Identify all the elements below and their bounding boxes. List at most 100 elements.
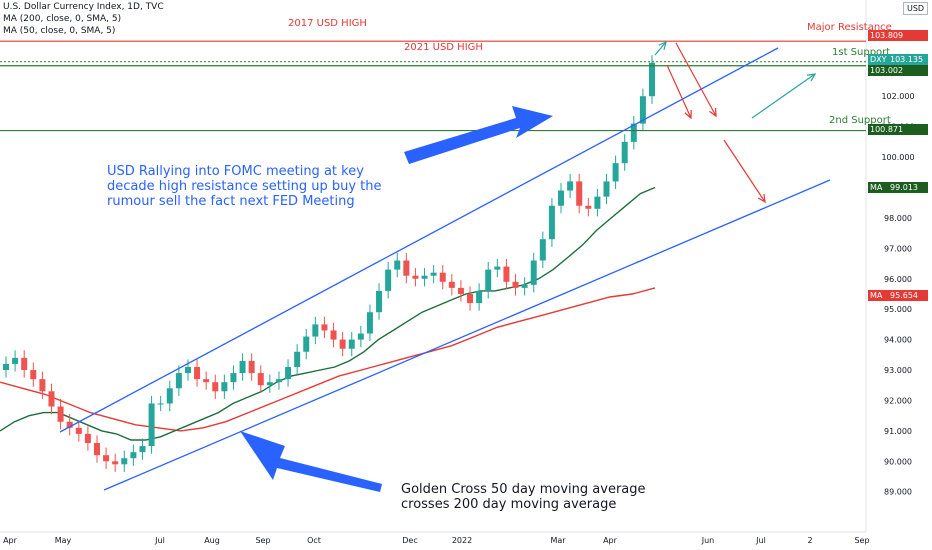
candle-body — [39, 379, 46, 392]
time-tick-label: Sep — [255, 536, 270, 545]
candle-body — [257, 373, 264, 386]
candle-body — [594, 196, 601, 209]
time-tick-label: Apr — [3, 536, 18, 545]
candle — [339, 331, 346, 357]
candle — [403, 252, 410, 284]
candle-body — [84, 433, 91, 444]
candle — [330, 322, 337, 348]
candle — [366, 304, 373, 342]
candle — [585, 198, 592, 217]
candle — [103, 447, 110, 469]
usd-high-2021-label: 2021 USD HIGH — [404, 42, 483, 53]
candle — [57, 398, 64, 430]
pullback-arrow-2-head — [709, 107, 717, 118]
candle — [439, 265, 446, 290]
candle-body — [275, 379, 282, 383]
candle — [221, 374, 228, 399]
candlestick-series — [3, 55, 655, 472]
candle-body — [66, 421, 73, 428]
candle-body — [294, 351, 301, 367]
candle-body — [93, 443, 100, 456]
candle-body — [121, 458, 128, 465]
candle — [3, 356, 9, 378]
candle-body — [348, 339, 355, 349]
candle-body — [21, 357, 28, 371]
price-tick-label: 94.000 — [884, 336, 912, 345]
candle-body — [248, 360, 255, 374]
golden-cross-annotation: Golden Cross 50 day moving average cross… — [401, 482, 646, 512]
candle-body — [376, 290, 383, 313]
candle-body — [103, 455, 110, 462]
time-tick-label: May — [55, 536, 72, 545]
candle-body — [639, 96, 646, 124]
second-support-price-badge: 100.871 — [868, 124, 928, 135]
first-support-price-badge: 103.002 — [868, 65, 928, 76]
candle-body — [48, 391, 55, 407]
candle-body — [184, 366, 191, 374]
candle-body — [221, 382, 228, 392]
ma200-legend[interactable]: MA (200, close, 0, SMA, 5) — [3, 14, 122, 24]
price-tick-label: 98.000 — [884, 214, 912, 223]
ma50-legend[interactable]: MA (50, close, 0, SMA, 5) — [3, 26, 116, 36]
candle-body — [558, 190, 565, 206]
candle-body — [403, 260, 410, 276]
candle — [157, 395, 164, 412]
candle-body — [112, 461, 119, 465]
candle — [594, 189, 601, 217]
candle — [266, 374, 273, 393]
candle-body — [412, 275, 419, 279]
time-tick-label: Sep — [854, 536, 869, 545]
candle-body — [430, 272, 437, 276]
candle — [649, 55, 655, 104]
currency-label[interactable]: USD — [903, 2, 929, 15]
candle — [385, 262, 392, 299]
candle-body — [448, 281, 455, 288]
candle-body — [303, 336, 310, 352]
first-support-label: 1st Support — [832, 47, 891, 58]
candle — [530, 252, 537, 293]
candle — [485, 262, 492, 299]
bounce-arrow — [751, 73, 816, 119]
golden-cross-arrow — [240, 431, 382, 492]
candle-body — [166, 388, 173, 404]
time-tick-label: Dec — [402, 536, 417, 545]
pullback-arrow-1-head — [684, 109, 692, 120]
candle — [421, 268, 428, 287]
candle-body — [621, 141, 628, 164]
candle — [567, 173, 574, 199]
candle — [93, 435, 100, 463]
candle-body — [539, 239, 546, 261]
channel-upper-line — [59, 47, 779, 433]
price-axis[interactable]: 89.000 90.000 91.000 92.000 93.000 94.000 95.0… — [865, 0, 915, 532]
last-price-badge: DXY 103.135 — [868, 54, 928, 65]
candle — [275, 371, 282, 390]
candle — [121, 450, 128, 472]
candle — [348, 331, 355, 357]
candle-body — [148, 403, 155, 447]
candle-body — [30, 370, 37, 380]
candle-body — [366, 312, 373, 334]
candle-body — [485, 269, 492, 291]
candle-body — [421, 275, 428, 279]
time-axis[interactable]: Apr May Jul Aug Sep Oct Dec 2022 Mar Apr Jun Jul 2 Se… — [0, 531, 870, 545]
candle — [30, 362, 37, 387]
candle — [12, 350, 19, 372]
candle — [476, 283, 483, 311]
time-tick-label: 2 — [807, 536, 812, 545]
candle-body — [585, 205, 592, 209]
candle — [285, 359, 292, 387]
ma200-price-badge: MA 95.654 — [868, 290, 928, 301]
candle — [166, 380, 173, 412]
candle — [248, 353, 255, 381]
candle-body — [75, 427, 82, 434]
candle-body — [285, 366, 292, 380]
candle — [294, 344, 301, 375]
candle-body — [603, 181, 610, 197]
candle-body — [175, 373, 182, 389]
candle-body — [512, 281, 519, 288]
candle-body — [339, 339, 346, 349]
candle — [48, 383, 55, 415]
candle — [430, 265, 437, 284]
price-tick-label: 102.000 — [881, 92, 914, 101]
